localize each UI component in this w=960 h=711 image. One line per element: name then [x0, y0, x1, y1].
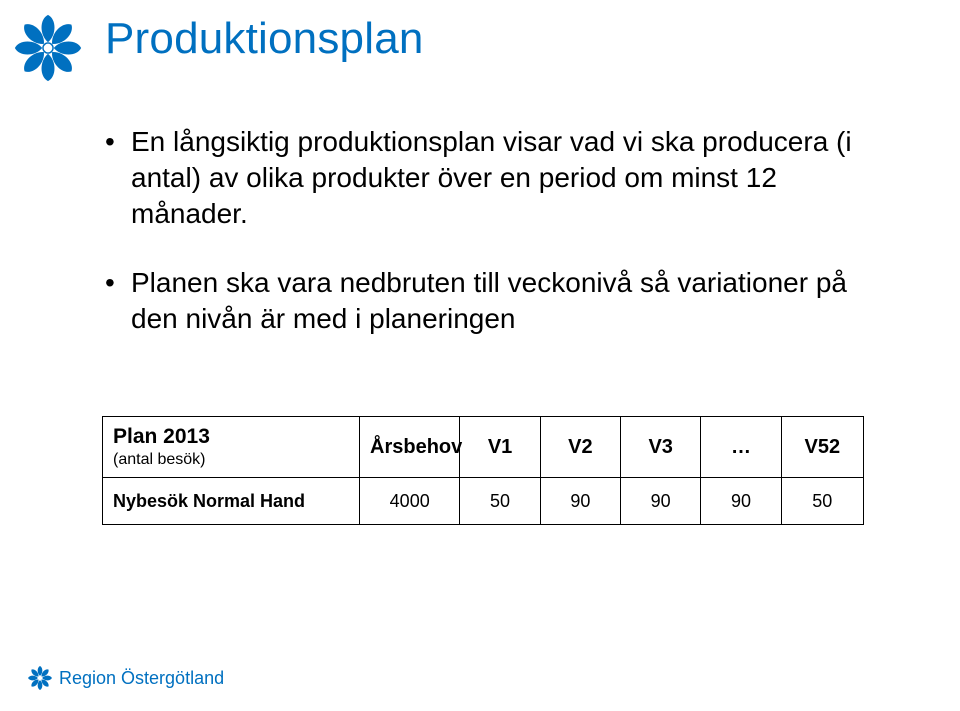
- bullet-list: En långsiktig produktionsplan visar vad …: [105, 124, 875, 371]
- cell-v2: 90: [540, 478, 620, 525]
- col-ellipsis: …: [701, 417, 781, 478]
- cell-v52: 50: [781, 478, 863, 525]
- plan-subtitle: (antal besök): [113, 451, 349, 469]
- col-arsbehov: Årsbehov: [360, 417, 460, 478]
- col-v52: V52: [781, 417, 863, 478]
- bullet-item: Planen ska vara nedbruten till veckonivå…: [105, 265, 875, 337]
- col-v3: V3: [621, 417, 701, 478]
- slide: Produktionsplan En långsiktig produktion…: [0, 0, 960, 711]
- cell-v1: 50: [460, 478, 540, 525]
- region-logo-small-icon: [27, 665, 53, 691]
- col-v2: V2: [540, 417, 620, 478]
- footer-text: Region Östergötland: [59, 668, 224, 689]
- col-v1: V1: [460, 417, 540, 478]
- cell-v3: 90: [621, 478, 701, 525]
- slide-title: Produktionsplan: [105, 14, 424, 64]
- table-header-label: Plan 2013 (antal besök): [103, 417, 360, 478]
- table-header-row: Plan 2013 (antal besök) Årsbehov V1 V2 V…: [103, 417, 864, 478]
- footer: Region Östergötland: [27, 665, 224, 691]
- region-logo-icon: [12, 12, 84, 84]
- row-label: Nybesök Normal Hand: [103, 478, 360, 525]
- table-row: Nybesök Normal Hand 4000 50 90 90 90 50: [103, 478, 864, 525]
- cell-ellipsis: 90: [701, 478, 781, 525]
- bullet-item: En långsiktig produktionsplan visar vad …: [105, 124, 875, 231]
- plan-year: Plan 2013: [113, 425, 349, 449]
- plan-table: Plan 2013 (antal besök) Årsbehov V1 V2 V…: [102, 416, 864, 525]
- cell-arsbehov: 4000: [360, 478, 460, 525]
